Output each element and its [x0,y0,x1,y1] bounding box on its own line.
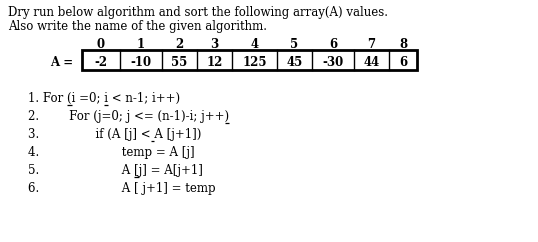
Text: 2.        For (j=0; j <= (n-1)-i; j++): 2. For (j=0; j <= (n-1)-i; j++) [28,110,229,123]
Text: 6: 6 [399,55,407,68]
Text: 4: 4 [250,38,259,51]
Text: 5.                      A [j] = A[j+1]: 5. A [j] = A[j+1] [28,164,203,177]
Text: 44: 44 [363,55,380,68]
Text: -2: -2 [95,55,108,68]
Text: 3: 3 [210,38,218,51]
Text: -10: -10 [130,55,152,68]
Text: 45: 45 [286,55,302,68]
Text: 7: 7 [367,38,376,51]
Text: 3.               if (A [j] < A [j+1]): 3. if (A [j] < A [j+1]) [28,128,201,141]
Text: 0: 0 [97,38,105,51]
Text: 1. For (i =0; i < n-1; i++): 1. For (i =0; i < n-1; i++) [28,92,180,105]
Text: 2: 2 [175,38,183,51]
Text: A =: A = [49,55,77,68]
Text: 12: 12 [206,55,223,68]
Text: 1: 1 [137,38,145,51]
Text: 8: 8 [399,38,407,51]
Text: -30: -30 [322,55,344,68]
Text: Also write the name of the given algorithm.: Also write the name of the given algorit… [8,20,267,33]
Bar [82,50,417,70]
Text: 6: 6 [329,38,337,51]
Text: 125: 125 [242,55,267,68]
Text: 4.                      temp = A [j]: 4. temp = A [j] [28,146,195,159]
Text: 6.                      A [ j+1] = temp: 6. A [ j+1] = temp [28,182,216,195]
Text: 55: 55 [172,55,188,68]
Text: Dry run below algorithm and sort the following array(A) values.: Dry run below algorithm and sort the fol… [8,6,388,19]
Text: 5: 5 [291,38,299,51]
